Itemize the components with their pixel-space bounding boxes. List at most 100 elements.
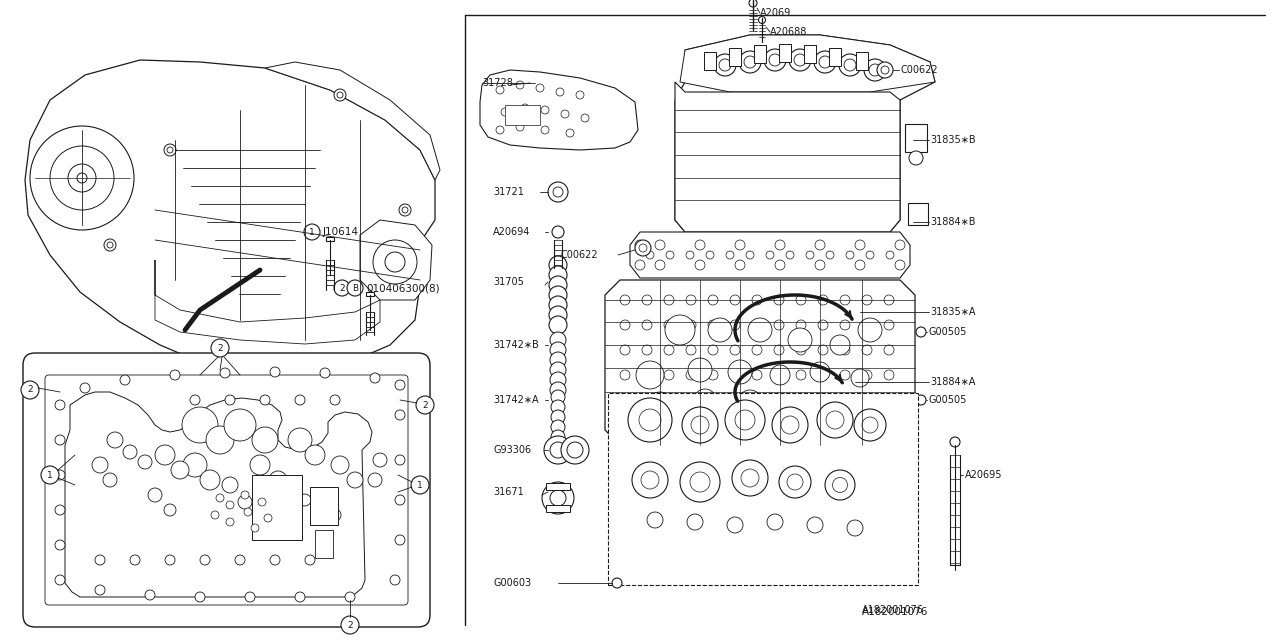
Circle shape [814,51,836,73]
Circle shape [635,240,645,250]
Circle shape [895,260,905,270]
Circle shape [550,352,566,368]
Text: G00603: G00603 [493,578,531,588]
Circle shape [686,295,696,305]
Circle shape [294,592,305,602]
Circle shape [820,185,835,199]
Text: 31671: 31671 [493,487,524,497]
Circle shape [550,332,566,348]
Circle shape [166,147,173,153]
Polygon shape [630,232,910,278]
Circle shape [869,64,881,76]
Polygon shape [480,70,637,150]
Text: 1: 1 [417,481,422,490]
Circle shape [666,315,695,345]
Circle shape [847,520,863,536]
Text: 31884∗B: 31884∗B [931,217,975,227]
Circle shape [346,592,355,602]
Circle shape [200,470,220,490]
Circle shape [636,361,664,389]
Circle shape [746,251,754,259]
Circle shape [260,395,270,405]
Circle shape [396,535,404,545]
Circle shape [102,473,116,487]
Circle shape [732,460,768,496]
Circle shape [655,260,666,270]
Circle shape [581,114,589,122]
Circle shape [774,395,785,405]
Text: G93306: G93306 [493,445,531,455]
Circle shape [549,286,567,304]
Circle shape [238,495,252,509]
Circle shape [774,417,785,427]
Circle shape [786,251,794,259]
Circle shape [120,375,131,385]
Circle shape [710,143,724,157]
Circle shape [561,110,570,118]
Circle shape [641,471,659,489]
Circle shape [227,501,234,509]
Text: 2: 2 [218,344,223,353]
Circle shape [886,251,893,259]
Circle shape [635,240,652,256]
Circle shape [269,471,287,489]
Circle shape [549,296,567,314]
Circle shape [550,430,564,444]
Circle shape [728,360,753,384]
Circle shape [774,320,785,330]
Circle shape [732,123,746,137]
Circle shape [765,251,774,259]
Circle shape [776,185,790,199]
Circle shape [758,106,782,130]
Circle shape [264,514,273,522]
Circle shape [680,462,721,502]
Text: 1: 1 [47,470,52,479]
Circle shape [842,143,856,157]
Circle shape [270,555,280,565]
Bar [704,52,716,70]
Circle shape [320,368,330,378]
Circle shape [881,66,890,74]
Circle shape [861,345,872,355]
Circle shape [104,239,116,251]
Circle shape [691,416,709,434]
Circle shape [68,164,96,192]
Circle shape [819,56,831,68]
Bar [547,483,570,490]
Circle shape [780,466,812,498]
Circle shape [884,345,893,355]
Circle shape [774,370,785,380]
Circle shape [797,123,812,137]
Circle shape [165,555,175,565]
Circle shape [612,578,622,588]
Circle shape [224,409,256,441]
Circle shape [732,143,746,157]
Circle shape [708,320,718,330]
Circle shape [131,555,140,565]
Circle shape [840,370,850,380]
Circle shape [739,390,762,414]
Bar [315,530,333,558]
Circle shape [818,320,828,330]
Circle shape [548,182,568,202]
Circle shape [753,370,762,380]
Bar [780,44,791,62]
Circle shape [643,345,652,355]
Circle shape [753,295,762,305]
Circle shape [776,143,790,157]
Circle shape [879,112,891,124]
Polygon shape [155,260,380,344]
Circle shape [682,407,718,443]
Text: 2: 2 [347,621,353,630]
Circle shape [796,345,806,355]
Circle shape [818,417,828,427]
Circle shape [620,345,630,355]
Text: A182001076: A182001076 [861,605,924,615]
Circle shape [749,0,756,7]
Circle shape [686,395,696,405]
Circle shape [225,395,236,405]
Text: 1: 1 [310,227,315,237]
Text: 31884∗A: 31884∗A [931,377,975,387]
Circle shape [754,123,768,137]
Circle shape [732,185,746,199]
